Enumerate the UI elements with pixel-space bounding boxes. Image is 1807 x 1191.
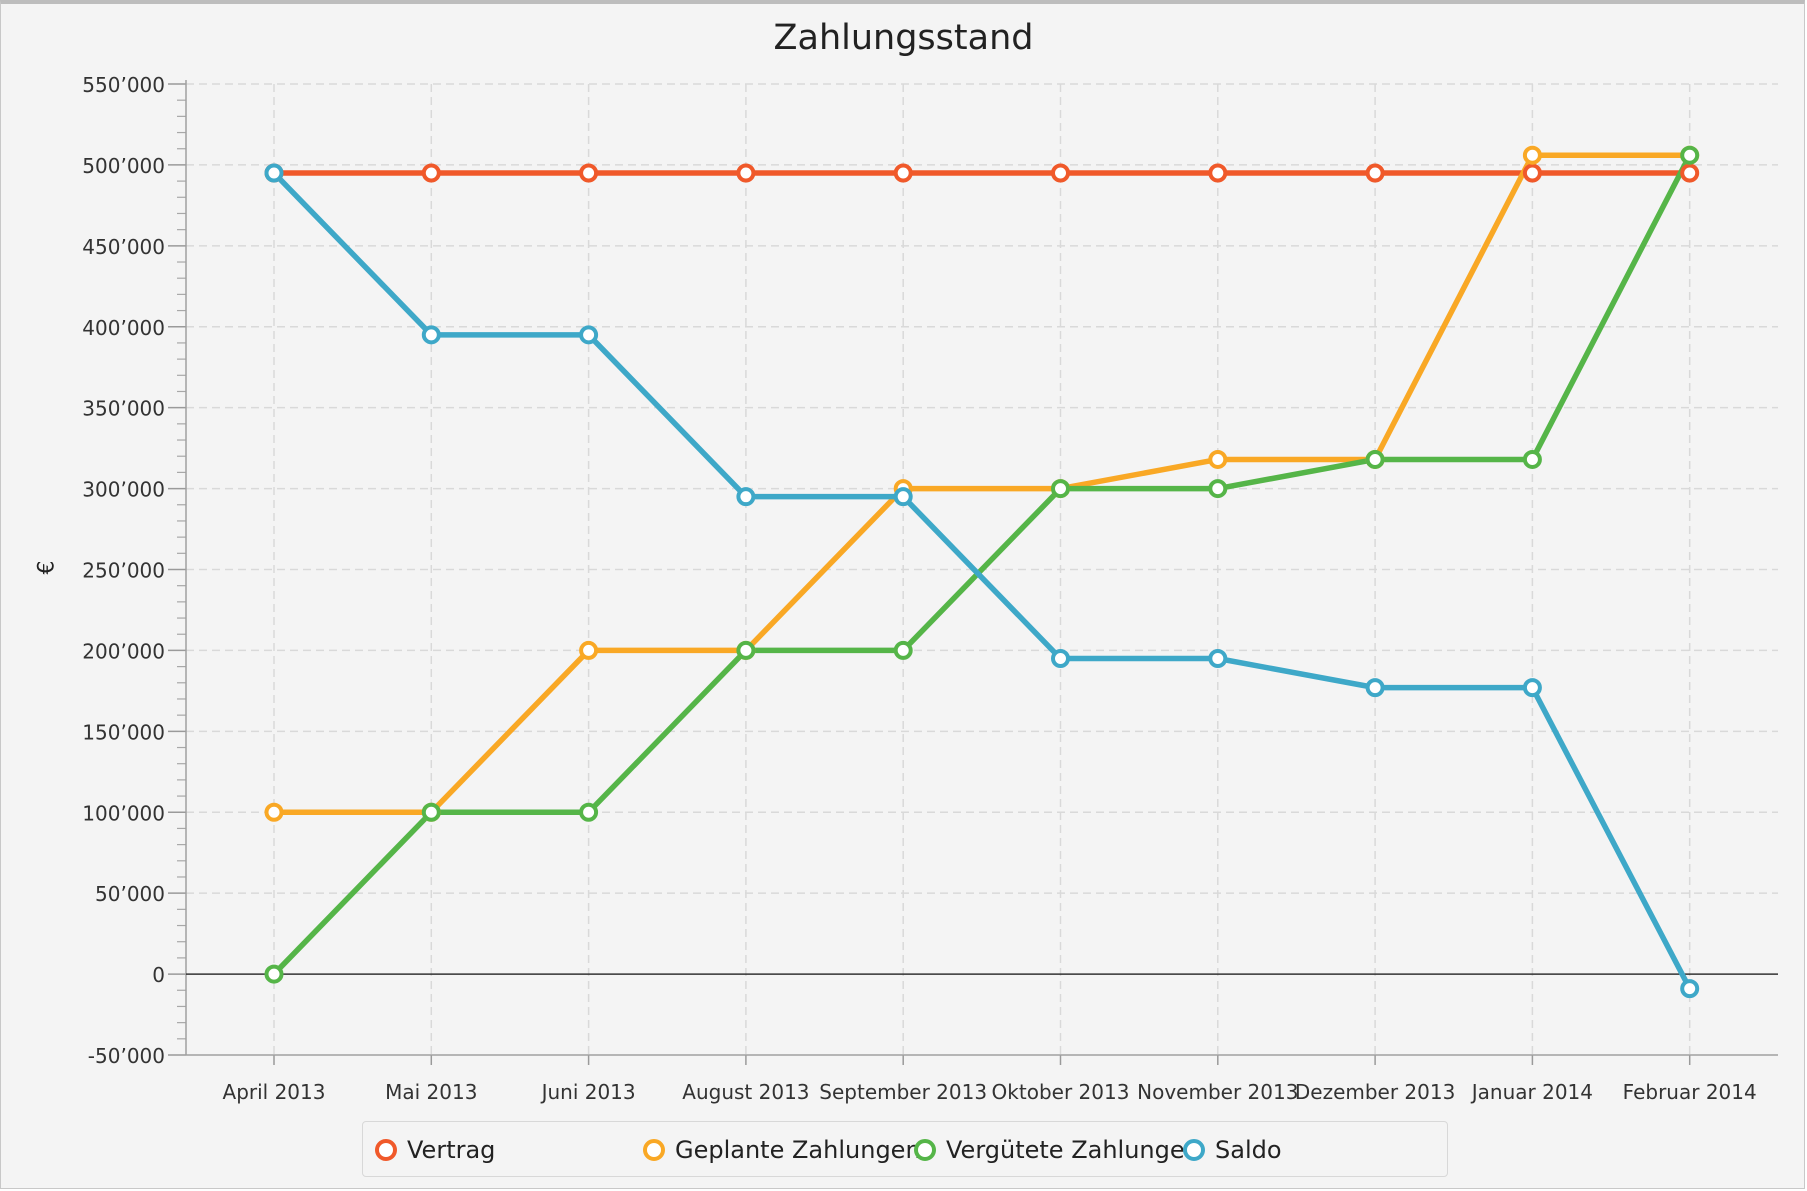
data-point-s1-8	[1522, 145, 1542, 165]
series-points	[264, 145, 1700, 999]
data-point-s1-2	[579, 640, 599, 660]
data-point-s3-1	[421, 325, 441, 345]
series-lines	[271, 152, 1693, 992]
data-point-s3-5	[1051, 649, 1070, 669]
data-point-s3-4	[893, 487, 913, 507]
y-tick-label: 0	[152, 963, 165, 987]
data-point-s2-5	[1051, 479, 1070, 499]
x-tick-label: Februar 2014	[1623, 1080, 1757, 1104]
data-point-s0-1	[421, 163, 441, 183]
series-line-1	[271, 152, 1693, 815]
legend-marker	[643, 1139, 665, 1161]
legend: Vertrag Geplante Zahlungen Vergütete Zah…	[362, 1121, 1448, 1177]
data-point-s2-8	[1522, 449, 1542, 469]
legend-item-verguetete-zahlungen[interactable]: Vergütete Zahlungen	[914, 1122, 1200, 1178]
x-tick-label: August 2013	[682, 1080, 809, 1104]
y-tick-label: 450’000	[82, 235, 165, 259]
data-point-s0-3	[736, 163, 756, 183]
y-tick-label: 200’000	[82, 639, 165, 663]
legend-label: Vertrag	[407, 1136, 496, 1164]
series-line-2	[271, 152, 1693, 977]
x-tick-label: November 2013	[1137, 1080, 1298, 1104]
y-tick-label: -50’000	[88, 1044, 165, 1068]
data-point-s2-6	[1208, 479, 1228, 499]
x-tick-label: Mai 2013	[385, 1080, 477, 1104]
x-tick-label: Juni 2013	[540, 1080, 636, 1104]
x-tick-label: Dezember 2013	[1295, 1080, 1455, 1104]
data-point-s0-6	[1208, 163, 1228, 183]
legend-item-vertrag[interactable]: Vertrag	[375, 1122, 495, 1178]
data-point-s2-3	[736, 640, 756, 660]
data-point-s2-2	[579, 802, 599, 822]
y-tick-label: 350’000	[82, 397, 165, 421]
legend-marker	[375, 1139, 397, 1161]
data-point-s3-7	[1365, 678, 1385, 698]
y-tick-label: 100’000	[82, 801, 165, 825]
data-point-s0-7	[1365, 163, 1385, 183]
y-tick-label: 400’000	[82, 316, 165, 340]
data-point-s2-4	[893, 640, 913, 660]
x-tick-label: April 2013	[223, 1080, 326, 1104]
data-point-s0-4	[893, 163, 913, 183]
data-point-s0-9	[1680, 163, 1700, 183]
data-point-s0-8	[1522, 163, 1542, 183]
data-point-s2-0	[264, 964, 284, 984]
data-point-s3-8	[1522, 678, 1542, 698]
legend-item-geplante-zahlungen[interactable]: Geplante Zahlungen	[643, 1122, 921, 1178]
y-tick-label: 300’000	[82, 478, 165, 502]
data-point-s2-1	[421, 802, 441, 822]
y-tick-label: 150’000	[82, 720, 165, 744]
data-point-s3-0	[264, 163, 284, 183]
legend-item-saldo[interactable]: Saldo	[1183, 1122, 1282, 1178]
legend-label: Vergütete Zahlungen	[946, 1136, 1200, 1164]
legend-label: Geplante Zahlungen	[675, 1136, 921, 1164]
legend-marker	[1183, 1139, 1205, 1161]
grid-lines	[186, 83, 1778, 1055]
tick-labels: -50’000 0 50’000 100’000 150’000 200’000 250’0…	[82, 73, 1756, 1104]
data-point-s1-0	[264, 802, 284, 822]
data-point-s3-3	[736, 487, 756, 507]
axes	[168, 80, 1778, 1065]
data-point-s3-6	[1208, 649, 1228, 669]
data-point-s1-6	[1208, 449, 1228, 469]
x-tick-label: September 2013	[819, 1080, 987, 1104]
data-point-s2-7	[1365, 449, 1385, 469]
series-line-3	[271, 170, 1693, 992]
x-tick-label: Januar 2014	[1470, 1080, 1593, 1104]
y-tick-label: 550’000	[82, 73, 165, 97]
data-point-s3-9	[1680, 979, 1700, 999]
legend-label: Saldo	[1215, 1136, 1282, 1164]
chart-title: Zahlungsstand	[773, 18, 1034, 58]
y-tick-label: 250’000	[82, 559, 165, 583]
data-point-s0-5	[1051, 163, 1070, 183]
data-point-s2-9	[1680, 145, 1700, 165]
data-point-s3-2	[579, 325, 599, 345]
legend-marker	[914, 1139, 936, 1161]
y-tick-label: 50’000	[95, 882, 165, 906]
y-tick-label: 500’000	[82, 154, 165, 178]
data-point-s0-2	[579, 163, 599, 183]
x-tick-label: Oktober 2013	[992, 1080, 1130, 1104]
line-chart: -50’000 0 50’000 100’000 150’000 200’000 250’0…	[82, 73, 1778, 1104]
